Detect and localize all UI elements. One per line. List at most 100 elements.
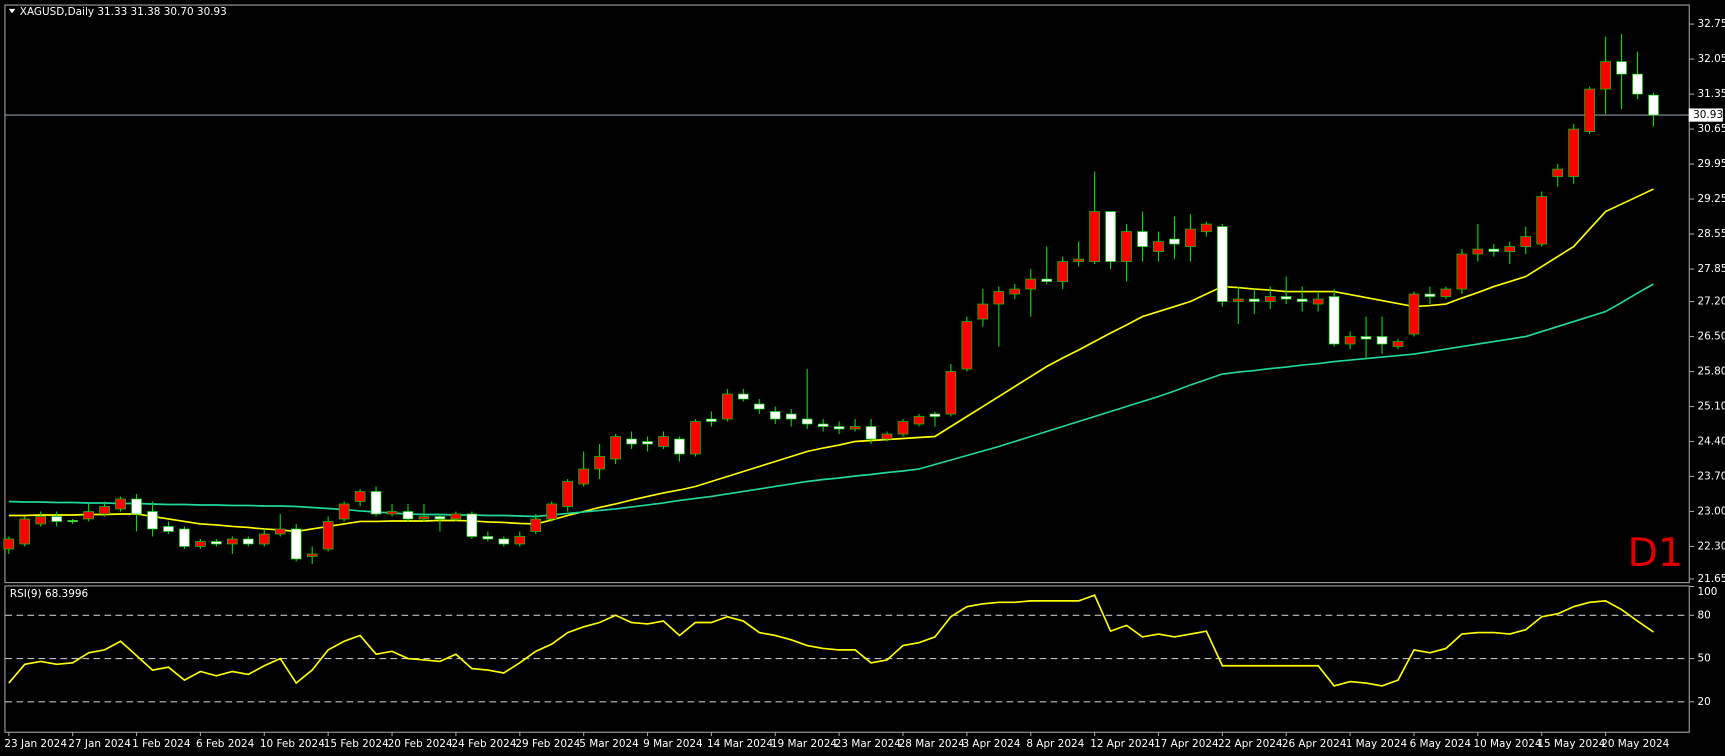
candle-body xyxy=(466,513,478,537)
y-tick-label: 20 xyxy=(1697,696,1710,708)
candle-body xyxy=(1185,228,1196,247)
candle-body xyxy=(482,536,494,540)
candle-body xyxy=(1344,336,1356,345)
candle-body xyxy=(722,393,733,420)
candle-body xyxy=(578,468,589,485)
candle-body xyxy=(1328,296,1340,345)
candle-body xyxy=(929,413,941,417)
candle-body xyxy=(642,441,653,445)
rsi-line xyxy=(8,594,1654,687)
candle-body xyxy=(3,538,15,550)
candle-body xyxy=(1600,61,1611,90)
x-tick-label: 10 Feb 2024 xyxy=(260,738,325,750)
y-tick-label: 31.35 xyxy=(1697,88,1725,100)
candle-body xyxy=(913,416,925,425)
candle-body xyxy=(833,426,845,430)
x-tick-label: 27 Jan 2024 xyxy=(68,738,131,750)
candle-body xyxy=(897,421,909,435)
candle-body xyxy=(1057,261,1068,282)
menu-icon[interactable] xyxy=(8,8,16,14)
y-tick-label: 26.50 xyxy=(1697,331,1725,343)
candle-body xyxy=(1025,278,1037,290)
y-tick-label: 25.10 xyxy=(1697,401,1725,413)
candle-body xyxy=(785,413,797,420)
candle-body xyxy=(881,433,893,440)
candle-body xyxy=(977,303,989,320)
candle-body xyxy=(402,511,414,520)
candle-body xyxy=(1137,231,1148,247)
x-tick-label: 20 Feb 2024 xyxy=(388,738,453,750)
candle-body xyxy=(530,518,542,532)
candle-body xyxy=(562,481,573,507)
candle-body xyxy=(1552,168,1563,177)
candle-body xyxy=(1296,298,1308,302)
candle-body xyxy=(1648,94,1659,116)
candle-body xyxy=(1488,248,1500,252)
candle-body xyxy=(1376,336,1388,345)
candle-body xyxy=(195,541,206,547)
candle-body xyxy=(1632,73,1643,95)
x-tick-label: 3 Apr 2024 xyxy=(962,738,1020,750)
x-tick-label: 24 Feb 2024 xyxy=(452,738,517,750)
candle-body xyxy=(1408,293,1420,335)
x-tick-label: 10 May 2024 xyxy=(1473,738,1541,750)
x-tick-label: 1 Feb 2024 xyxy=(132,738,191,750)
candle-body xyxy=(769,411,781,420)
candle-body xyxy=(1312,298,1324,305)
candle-body xyxy=(865,426,877,440)
x-tick-label: 23 Mar 2024 xyxy=(835,738,902,750)
y-tick-label: 27.20 xyxy=(1697,296,1725,308)
x-tick-label: 6 May 2024 xyxy=(1410,738,1472,750)
candle-body xyxy=(1392,341,1404,347)
candle-body xyxy=(115,498,126,510)
candle-body xyxy=(338,503,350,520)
candle-body xyxy=(1504,246,1516,252)
candle-body xyxy=(658,436,669,447)
candle-body xyxy=(434,516,446,520)
price-label: 30.93 xyxy=(1693,109,1723,121)
candle-body xyxy=(594,456,605,470)
candle-body xyxy=(1280,296,1292,300)
candle-body xyxy=(370,491,382,515)
candle-body xyxy=(945,371,957,415)
y-tick-label: 100 xyxy=(1697,586,1717,598)
x-tick-label: 14 Mar 2024 xyxy=(707,738,774,750)
candle-body xyxy=(1217,226,1228,302)
x-tick-label: 9 Mar 2024 xyxy=(643,738,703,750)
candle-body xyxy=(706,418,717,422)
candle-body xyxy=(306,553,318,557)
y-tick-label: 25.80 xyxy=(1697,366,1725,378)
candle-body xyxy=(51,516,62,522)
candle-body xyxy=(1360,336,1372,340)
candle-body xyxy=(386,511,398,515)
candle-body xyxy=(1041,278,1052,282)
x-tick-label: 15 May 2024 xyxy=(1537,738,1605,750)
candle-body xyxy=(1009,288,1021,295)
candle-body xyxy=(738,393,749,400)
candle-body xyxy=(546,503,557,520)
x-tick-label: 23 Jan 2024 xyxy=(4,738,67,750)
x-tick-label: 1 May 2024 xyxy=(1346,738,1408,750)
candle-body xyxy=(1456,253,1468,290)
candle-body xyxy=(626,438,637,445)
candle-body xyxy=(1249,298,1260,302)
candle-body xyxy=(147,511,158,530)
y-tick-label: 50 xyxy=(1697,653,1710,665)
y-tick-label: 23.00 xyxy=(1697,505,1725,517)
candle-body xyxy=(754,403,765,410)
x-tick-label: 5 Mar 2024 xyxy=(579,738,639,750)
x-tick-label: 15 Feb 2024 xyxy=(324,738,389,750)
candle-body xyxy=(67,520,78,522)
candle-body xyxy=(243,538,254,545)
candle-body xyxy=(1424,293,1436,297)
candle-body xyxy=(1105,211,1116,262)
candle-body xyxy=(259,533,270,545)
candle-body xyxy=(163,526,174,532)
y-tick-label: 32.75 xyxy=(1697,18,1725,30)
candle-body xyxy=(674,438,685,455)
candle-body xyxy=(1520,236,1532,247)
timeframe-watermark: D1 xyxy=(1628,530,1684,576)
candle-body xyxy=(19,518,31,545)
candle-body xyxy=(1568,128,1579,177)
